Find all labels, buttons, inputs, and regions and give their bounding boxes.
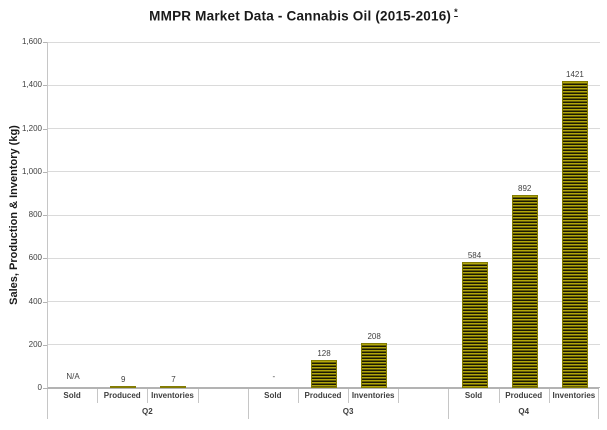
y-tick-label: 0: [37, 383, 42, 392]
bar: [511, 195, 538, 388]
bar-value-label: N/A: [66, 372, 80, 381]
y-tick-label: 1,600: [21, 37, 42, 46]
y-tick-label: 1,000: [21, 166, 42, 176]
x-axis-line: [47, 388, 599, 389]
bar-value-label: 584: [467, 251, 482, 260]
chart-title-text: MMPR Market Data - Cannabis Oil (2015-20…: [149, 8, 452, 24]
y-tick-mark: [43, 258, 47, 260]
gridline: [48, 84, 600, 86]
category-separator: [398, 389, 399, 403]
bar-value-label: 7: [171, 375, 176, 384]
gridline: [48, 128, 600, 129]
bar: [361, 343, 388, 388]
bar: [160, 386, 187, 388]
bar: [311, 360, 337, 388]
quarter-separator: [448, 389, 449, 419]
footnote-asterisk: *: [454, 7, 458, 17]
y-tick-label: 400: [28, 296, 42, 306]
quarter-label: Q3: [342, 407, 354, 416]
quarter-separator: [47, 389, 48, 419]
bar-value-label: 9: [121, 375, 126, 384]
plot-area: N/A 9 7 - 128 208 584 892 1421: [47, 41, 600, 388]
category-label: Inventories: [351, 391, 395, 400]
y-tick-mark: [43, 171, 47, 173]
category-separator: [549, 389, 550, 403]
y-tick-label: 1,400: [21, 80, 42, 90]
category-label: Sold: [464, 391, 483, 400]
category-label: Sold: [63, 391, 81, 400]
y-tick-label: 600: [28, 253, 42, 263]
bar-value-label: 1421: [566, 70, 584, 79]
y-tick-mark: [43, 128, 47, 130]
category-separator: [198, 389, 199, 403]
y-tick-label: 800: [28, 210, 42, 219]
category-label: Produced: [304, 391, 342, 400]
y-tick-mark: [43, 301, 47, 303]
quarter-separator: [598, 389, 599, 419]
category-label: Inventories: [552, 391, 596, 400]
bar-value-label: 208: [367, 332, 381, 341]
y-tick-label: 1,200: [21, 123, 42, 133]
gridline: [48, 171, 600, 173]
bar: [561, 81, 588, 388]
quarter-label: Q2: [142, 407, 153, 416]
gridline: [48, 41, 600, 43]
category-label: Produced: [103, 391, 141, 400]
quarter-label: Q4: [518, 407, 530, 416]
gridline: [48, 214, 600, 216]
category-separator: [147, 389, 148, 403]
chart-title: MMPR Market Data - Cannabis Oil (2015-20…: [0, 7, 607, 24]
y-tick-mark: [43, 42, 47, 43]
category-label: Inventories: [151, 391, 194, 400]
category-separator: [298, 389, 299, 403]
y-tick-mark: [43, 344, 47, 346]
category-separator: [97, 389, 98, 403]
bar: [110, 386, 137, 388]
category-separator: [499, 389, 500, 403]
bar-value-label: 128: [317, 349, 331, 358]
category-label: Sold: [264, 391, 282, 400]
category-separator: [348, 389, 349, 403]
x-axis: Sold Produced Inventories Q2 Sold Produced Inv…: [47, 388, 599, 426]
quarter-separator: [248, 389, 249, 419]
y-tick-mark: [43, 388, 47, 389]
category-label: Produced: [505, 391, 543, 400]
bar-value-label: -: [272, 372, 276, 381]
y-tick-mark: [43, 215, 47, 216]
y-tick-label: 200: [28, 339, 42, 349]
gridline: [48, 257, 600, 259]
gridline: [48, 301, 600, 302]
y-tick-mark: [43, 85, 47, 87]
gridline: [48, 344, 600, 346]
bar-value-label: 892: [518, 184, 532, 193]
bar: [461, 262, 488, 388]
